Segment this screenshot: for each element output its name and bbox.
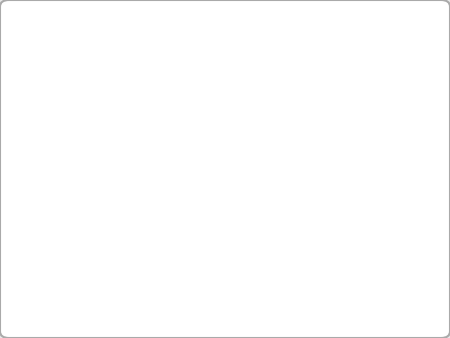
Text: Time-Sharing Systems: Time-Sharing Systems	[65, 172, 230, 187]
Text: 1:   Introduction: 1: Introduction	[119, 35, 322, 55]
Text: Real -Time Systems: Real -Time Systems	[65, 283, 208, 298]
Text: Sandeep Tayal: Sandeep Tayal	[27, 319, 102, 329]
Text: 1.1: 1.1	[217, 319, 233, 329]
Text: Simple Batch Systems: Simple Batch Systems	[65, 117, 229, 131]
Text: What is an operating system?: What is an operating system?	[65, 89, 284, 104]
Text: Parallel Systems: Parallel Systems	[65, 227, 186, 242]
Text: Distributed Systems: Distributed Systems	[65, 255, 214, 270]
FancyBboxPatch shape	[22, 17, 416, 74]
Text: CSE Department MAIT: CSE Department MAIT	[308, 319, 423, 329]
Text: Multiprogramming Batched Systems: Multiprogramming Batched Systems	[65, 144, 333, 159]
FancyBboxPatch shape	[26, 19, 420, 76]
Text: Personal-Computer Systems: Personal-Computer Systems	[65, 200, 273, 215]
